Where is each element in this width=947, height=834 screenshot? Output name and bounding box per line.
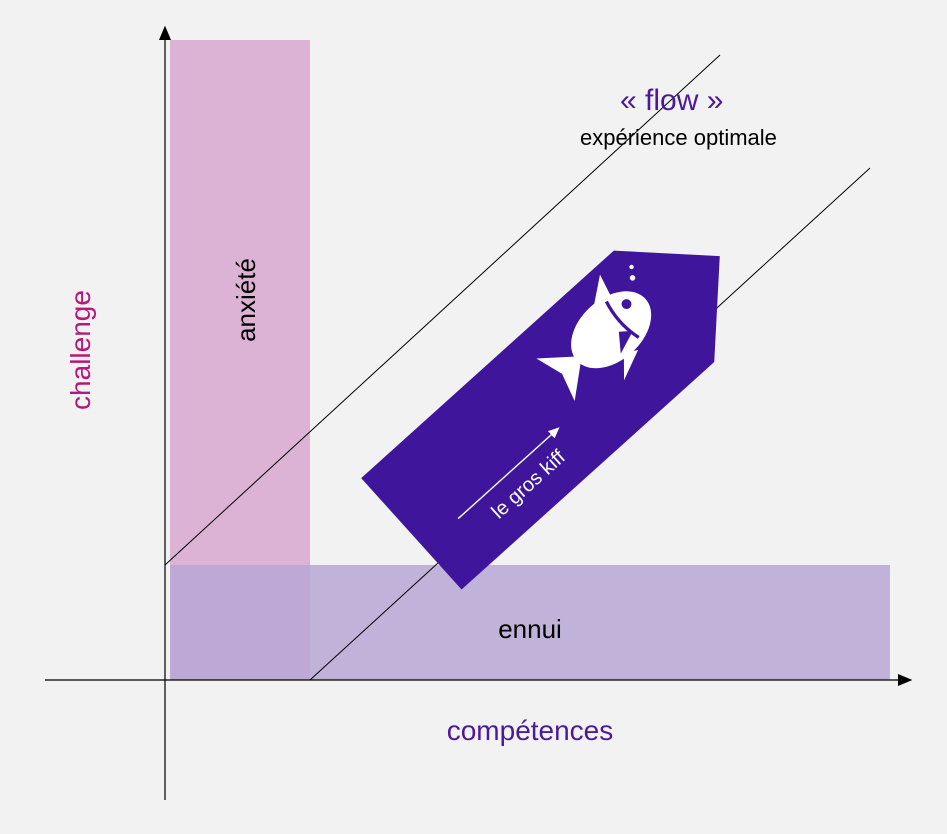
x-axis-label: compétences (447, 715, 614, 746)
flow-arrow-shape (361, 200, 770, 589)
anxiety-label: anxiété (231, 258, 261, 342)
flow-arrow: le gros kiff (361, 200, 770, 589)
y-axis-label: challenge (65, 290, 96, 410)
flow-title-line2: expérience optimale (580, 125, 777, 150)
flow-diagram: le gros kiff anxiété ennui challenge (0, 0, 947, 834)
flow-title-line1: « flow » (620, 84, 723, 117)
boredom-label: ennui (498, 614, 562, 644)
